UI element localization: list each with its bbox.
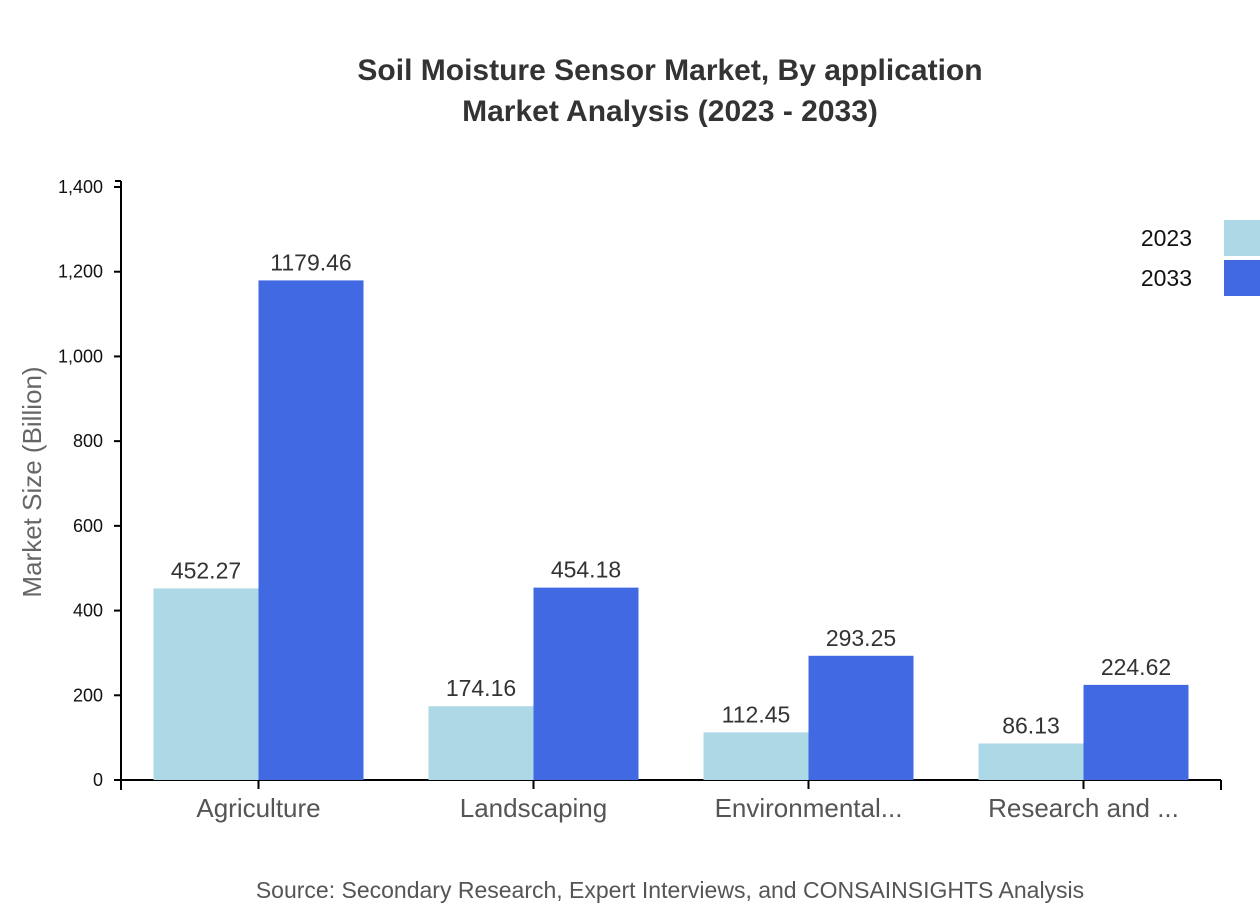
chart-title: Soil Moisture Sensor Market, By applicat…	[0, 50, 1260, 132]
y-tick-label: 1,200	[58, 262, 103, 282]
x-tick-label: Agriculture	[196, 793, 320, 823]
bar-2023	[153, 588, 259, 780]
bar-2033	[1083, 684, 1189, 780]
value-label: 1179.46	[270, 249, 351, 275]
y-tick-label: 200	[73, 685, 103, 705]
value-label: 454.18	[551, 557, 621, 583]
y-axis-label: Market Size (Billion)	[17, 366, 47, 597]
legend-label-2023: 2023	[1141, 225, 1192, 251]
y-tick-label: 0	[93, 770, 103, 790]
source-note: Source: Secondary Research, Expert Inter…	[255, 877, 1085, 903]
bars	[153, 280, 1189, 780]
value-label: 452.27	[171, 557, 241, 583]
chart-title-line2: Market Analysis (2023 - 2033)	[462, 95, 878, 128]
value-label: 112.45	[722, 701, 791, 727]
bar-2023	[978, 743, 1084, 780]
bar-2033	[258, 280, 364, 780]
value-label: 293.25	[826, 625, 896, 651]
value-label: 174.16	[446, 675, 516, 701]
x-tick-label: Environmental...	[715, 793, 903, 823]
bar-2033	[533, 587, 639, 780]
chart-title-line1: Soil Moisture Sensor Market, By applicat…	[357, 54, 983, 87]
legend-swatch-2033	[1224, 260, 1260, 296]
bar-2033	[808, 655, 914, 780]
y-axis: 0 200 400 600 800 1,000 1,200 1,400	[58, 177, 122, 790]
bar-2023	[703, 732, 809, 780]
value-label: 224.62	[1101, 654, 1171, 680]
bar-2023	[428, 706, 534, 780]
legend: 2023 2033	[1141, 220, 1260, 296]
value-label: 86.13	[1002, 713, 1060, 739]
y-tick-label: 600	[73, 516, 103, 536]
legend-label-2033: 2033	[1141, 265, 1192, 291]
value-labels: 452.27 1179.46 174.16 454.18 112.45 293.25 86.…	[171, 249, 1171, 738]
x-tick-label: Landscaping	[460, 793, 607, 823]
y-tick-label: 800	[73, 431, 103, 451]
legend-swatch-2023	[1224, 220, 1260, 256]
x-tick-label: Research and ...	[988, 793, 1179, 823]
x-axis: Agriculture Landscaping Environmental... Re…	[120, 779, 1222, 823]
y-tick-label: 1,400	[58, 177, 103, 197]
y-tick-label: 400	[73, 601, 103, 621]
y-tick-label: 1,000	[58, 346, 103, 366]
